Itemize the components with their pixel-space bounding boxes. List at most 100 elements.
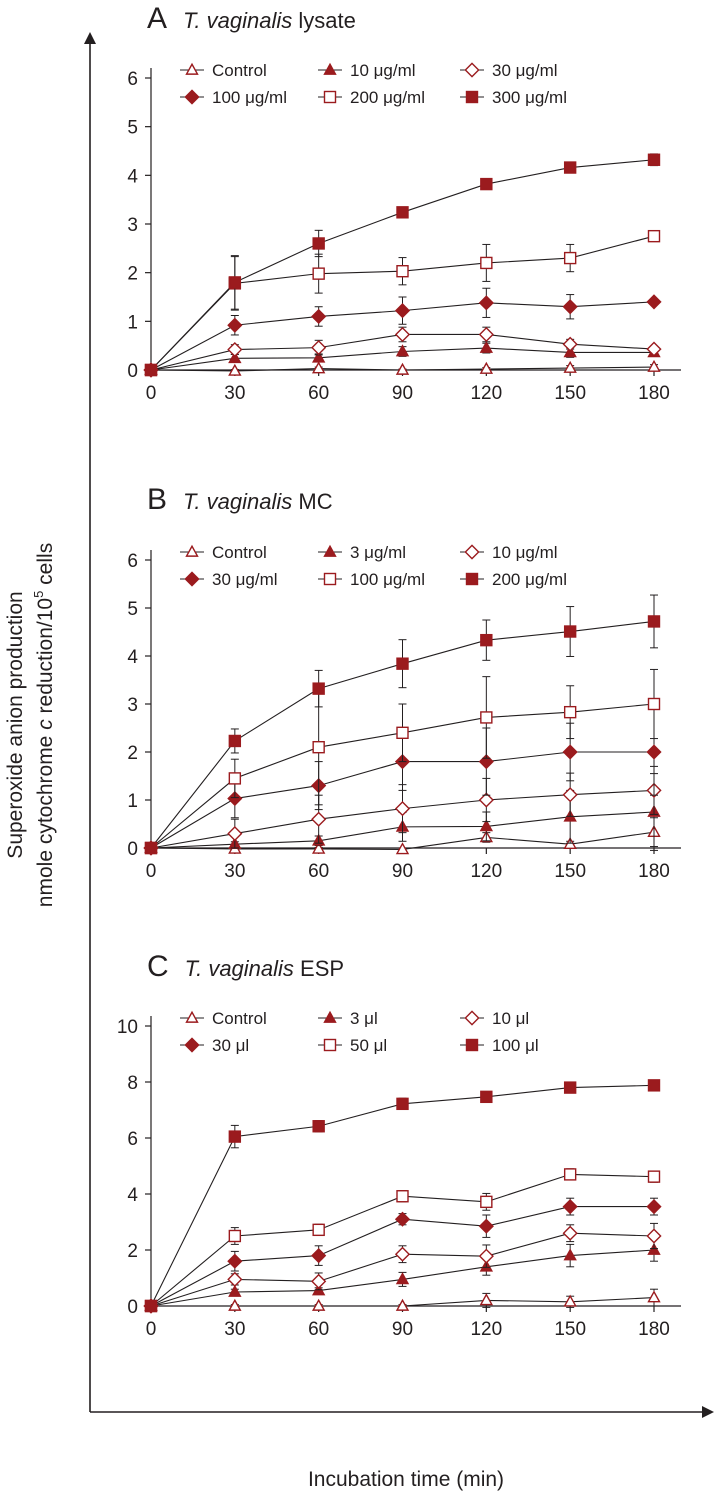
data-point (227, 317, 243, 333)
data-point (396, 206, 409, 219)
legend-label: 10 μl (492, 1009, 529, 1028)
legend-item: 100 μl (460, 1036, 539, 1055)
series-1 (144, 359, 661, 376)
legend-item: 30 μg/ml (460, 61, 558, 80)
data-point (563, 251, 577, 265)
series-1 (144, 1288, 661, 1311)
data-point (647, 615, 661, 628)
data-point (647, 697, 661, 711)
x-tick-label: 150 (554, 1319, 586, 1340)
series-4 (143, 1197, 662, 1314)
data-point (646, 744, 662, 760)
data-point (480, 256, 493, 270)
data-point (646, 1199, 662, 1215)
legend-item: 3 μl (318, 1009, 378, 1028)
legend-marker (184, 1037, 200, 1053)
legend-item: 10 μl (460, 1009, 529, 1028)
legend-marker (465, 1038, 479, 1052)
x-tick-label: 90 (392, 1319, 413, 1340)
legend-label: Control (212, 61, 267, 80)
x-tick-label: 150 (554, 861, 586, 882)
outer-y-label: Superoxide anion production nmole cytoch… (4, 543, 57, 907)
x-tick-label: 30 (224, 1319, 245, 1340)
y-tick-label: 8 (127, 1073, 138, 1094)
data-point (312, 1223, 325, 1237)
panel-title: A T. vaginalis lysate (147, 2, 356, 35)
y-tick-label: 10 (117, 1017, 138, 1038)
data-point (312, 682, 325, 695)
data-point (562, 299, 578, 315)
x-tick-label: 90 (392, 861, 413, 882)
series-6 (144, 1079, 661, 1313)
panel-letter: C (147, 950, 169, 983)
panel-title-italic: T. vaginalis (183, 489, 292, 514)
data-point (228, 772, 242, 785)
data-point (227, 1271, 243, 1287)
data-point (227, 826, 243, 842)
data-point (647, 1079, 661, 1092)
data-point (228, 276, 242, 289)
data-point (562, 1225, 578, 1241)
data-point (228, 1284, 242, 1297)
outer-x-label: Incubation time (min) (308, 1468, 504, 1491)
y-tick-label: 2 (127, 743, 138, 764)
legend-item: Control (180, 543, 267, 562)
data-point (647, 1170, 661, 1183)
data-point (396, 726, 409, 739)
legend-marker (185, 544, 199, 557)
legend-item: 200 μg/ml (460, 570, 567, 589)
data-point (312, 237, 325, 250)
y-tick-label: 1 (127, 791, 138, 812)
legend-label: 3 μg/ml (350, 543, 406, 562)
data-point (479, 1293, 494, 1306)
data-point (478, 792, 494, 808)
legend-label: 200 μg/ml (492, 570, 567, 589)
legend-item: 30 μl (180, 1036, 249, 1055)
legend-marker (323, 1010, 337, 1023)
data-point (227, 1253, 243, 1269)
data-point (647, 229, 661, 243)
x-tick-label: 120 (470, 1319, 502, 1340)
legend-label: Control (212, 1009, 267, 1028)
panel-title: C T. vaginalis ESP (147, 950, 344, 983)
data-point (311, 361, 326, 374)
data-point (227, 341, 243, 358)
y-tick-label: 0 (127, 361, 138, 382)
data-point (394, 326, 411, 343)
x-tick-label: 60 (308, 383, 329, 404)
x-tick-label: 0 (146, 861, 157, 882)
y-tick-label: 0 (127, 839, 138, 860)
data-point (227, 790, 243, 807)
data-point (562, 1199, 578, 1215)
data-point (478, 1218, 494, 1234)
legend-item: Control (180, 61, 267, 80)
legend-item: 100 μg/ml (180, 88, 287, 107)
data-point (647, 1290, 661, 1303)
legend-item: 300 μg/ml (460, 88, 567, 107)
y-tick-label: 4 (127, 647, 138, 668)
legend-marker (464, 1010, 480, 1026)
panel-c: C T. vaginalis ESP 0 2 4 6 8 10 0 30 60 90 120 150 180… (117, 950, 681, 1340)
legend-label: 30 μl (212, 1036, 249, 1055)
data-point (479, 340, 494, 353)
data-point (394, 303, 411, 319)
legend-marker (184, 571, 200, 587)
panel-letter: A (147, 2, 167, 35)
legend-marker (323, 90, 337, 104)
data-point (394, 1246, 411, 1262)
data-point (228, 351, 242, 364)
legend-label: 100 μl (492, 1036, 539, 1055)
data-point (311, 1248, 327, 1264)
data-point (396, 657, 409, 670)
legend-marker (184, 89, 200, 105)
data-point (647, 153, 661, 166)
data-point (228, 1229, 242, 1243)
data-point (144, 363, 158, 377)
series-5 (144, 1168, 661, 1313)
legend-item: 3 μg/ml (318, 543, 406, 562)
x-tick-label: 180 (638, 861, 670, 882)
